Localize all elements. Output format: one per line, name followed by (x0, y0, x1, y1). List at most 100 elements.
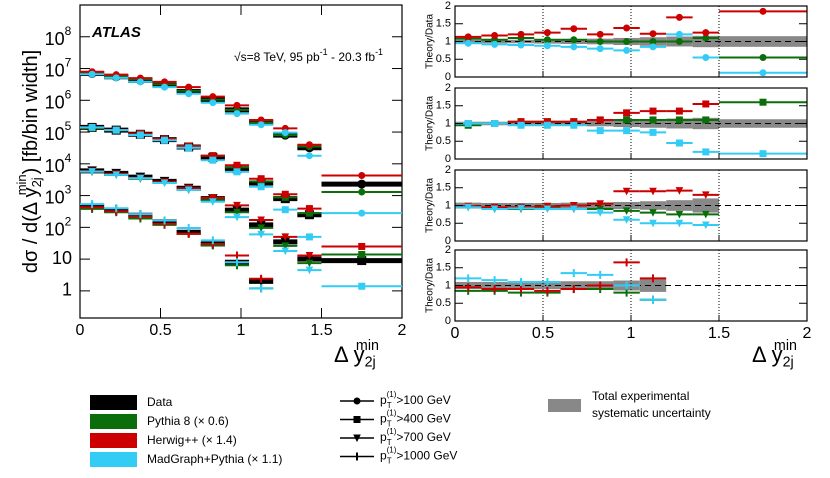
label-sup: min (774, 338, 797, 354)
ratio-ylabel: Theory/Data (425, 258, 436, 313)
label-text: dσ / d(Δ y (20, 187, 42, 273)
marker (623, 127, 631, 135)
marker (257, 121, 265, 129)
annotation-part: -1 (375, 47, 383, 57)
y-tick-label: 105 (45, 119, 72, 144)
marker (88, 123, 96, 131)
legend-label: pT (1)>1000 GeV (380, 446, 457, 466)
axis-label: Δ y2jmin (752, 338, 797, 371)
marker (543, 29, 551, 37)
uncertainty-band (719, 36, 807, 47)
atlas-label: ATLAS (91, 24, 141, 41)
marker (209, 198, 217, 206)
legend-label: MadGraph+Pythia (× 1.1) (147, 452, 282, 466)
marker (596, 38, 604, 45)
marker (353, 434, 361, 443)
marker (112, 126, 120, 134)
y-tick-label: 1.5 (436, 262, 451, 274)
marker (702, 116, 710, 124)
marker (623, 46, 631, 54)
marker (543, 42, 551, 50)
var-base: p (380, 412, 387, 426)
marker (701, 221, 710, 230)
label-sub: 2j (29, 177, 44, 187)
marker (464, 203, 473, 212)
marker (185, 83, 193, 91)
x-tick-label: 1.5 (310, 322, 332, 339)
marker (209, 194, 217, 203)
y-tick-label: 106 (45, 87, 72, 112)
marker (358, 242, 366, 250)
marker (702, 53, 710, 61)
uncertainty-band (639, 119, 667, 128)
marker (596, 116, 604, 124)
y-tick-label: 104 (45, 151, 72, 176)
marker (112, 171, 121, 179)
tick-exponent: 5 (65, 119, 72, 133)
marker (596, 45, 604, 53)
marker (649, 209, 657, 217)
marker (702, 148, 710, 156)
x-tick-label: 1 (627, 325, 636, 342)
axis-label: dσ / d(Δ y2jmin) [fb/bin width] (14, 50, 44, 273)
marker (596, 127, 604, 135)
marker (305, 266, 314, 275)
marker (569, 205, 578, 214)
legend-label: systematic uncertainty (592, 406, 711, 420)
x-tick-label: 0.5 (532, 325, 554, 342)
marker (569, 202, 578, 210)
marker (185, 144, 193, 152)
marker (185, 90, 193, 98)
marker (305, 251, 314, 260)
threshold: >700 GeV (396, 430, 450, 444)
marker (353, 397, 361, 405)
marker (136, 78, 144, 86)
marker (257, 224, 265, 233)
legend-label: pT (1)>400 GeV (380, 409, 451, 429)
marker (136, 131, 144, 139)
tick-exponent: 2 (65, 215, 72, 229)
var-base: p (380, 449, 387, 463)
marker (517, 41, 525, 49)
x-tick-label: 2 (803, 325, 812, 342)
marker (517, 30, 525, 38)
marker (491, 31, 499, 39)
marker (675, 139, 683, 147)
tick-base: 10 (45, 156, 65, 176)
marker (543, 205, 552, 214)
legend-label: pT (1)>700 GeV (380, 427, 451, 447)
marker (357, 179, 367, 189)
marker (543, 36, 551, 44)
marker (161, 136, 169, 144)
y-tick-label: 107 (45, 56, 72, 81)
threshold: >1000 GeV (396, 449, 457, 463)
marker (623, 109, 631, 117)
marker (209, 93, 217, 101)
marker (233, 101, 241, 109)
y-tick-label: 0 (445, 71, 451, 83)
marker (233, 168, 241, 176)
tick-base: 10 (45, 60, 65, 80)
marker (353, 416, 361, 423)
threshold: >100 GeV (396, 393, 450, 407)
tick-exponent: 8 (65, 24, 72, 38)
marker (305, 259, 314, 268)
marker (623, 116, 631, 124)
y-tick-label: 2 (445, 82, 451, 94)
label-tail: ) [fb/bin width] (20, 50, 42, 175)
label-sub: 2j (365, 354, 376, 370)
label-sup: min (356, 338, 379, 354)
var-sup: (1) (387, 446, 397, 455)
marker (622, 187, 631, 196)
y-tick-label: 1 (62, 280, 72, 300)
ratio-area (455, 6, 807, 77)
y-tick-label: 0.5 (436, 135, 451, 147)
marker (281, 247, 290, 256)
label-sup: min (14, 174, 29, 195)
y-tick-label: 0.5 (436, 53, 451, 65)
marker (464, 33, 472, 41)
y-tick-label: 103 (45, 183, 72, 208)
tick-exponent: 6 (65, 87, 72, 101)
marker (623, 38, 631, 45)
marker (358, 209, 366, 217)
